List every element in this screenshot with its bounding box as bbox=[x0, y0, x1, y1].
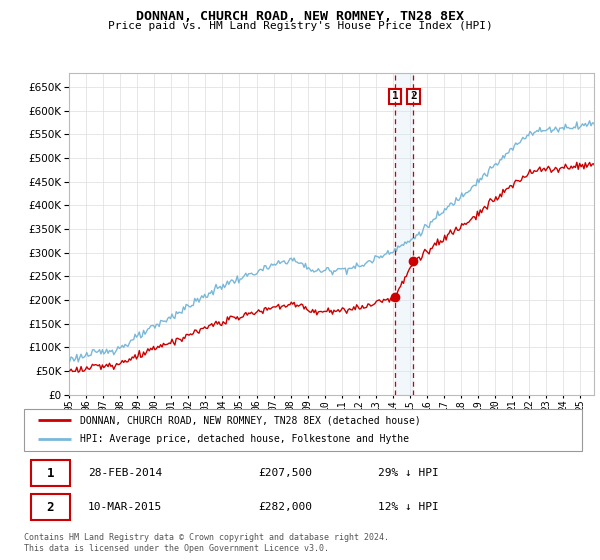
Text: DONNAN, CHURCH ROAD, NEW ROMNEY, TN28 8EX (detached house): DONNAN, CHURCH ROAD, NEW ROMNEY, TN28 8E… bbox=[80, 415, 421, 425]
Text: Price paid vs. HM Land Registry's House Price Index (HPI): Price paid vs. HM Land Registry's House … bbox=[107, 21, 493, 31]
Text: DONNAN, CHURCH ROAD, NEW ROMNEY, TN28 8EX: DONNAN, CHURCH ROAD, NEW ROMNEY, TN28 8E… bbox=[136, 10, 464, 23]
Text: 2: 2 bbox=[46, 501, 54, 514]
Text: Contains HM Land Registry data © Crown copyright and database right 2024.
This d: Contains HM Land Registry data © Crown c… bbox=[24, 533, 389, 553]
Text: 29% ↓ HPI: 29% ↓ HPI bbox=[379, 468, 439, 478]
Text: 1: 1 bbox=[46, 466, 54, 480]
Text: £282,000: £282,000 bbox=[259, 502, 313, 512]
Text: £207,500: £207,500 bbox=[259, 468, 313, 478]
Text: HPI: Average price, detached house, Folkestone and Hythe: HPI: Average price, detached house, Folk… bbox=[80, 435, 409, 445]
FancyBboxPatch shape bbox=[31, 460, 70, 486]
Text: 10-MAR-2015: 10-MAR-2015 bbox=[88, 502, 163, 512]
Text: 1: 1 bbox=[392, 91, 398, 101]
FancyBboxPatch shape bbox=[31, 494, 70, 520]
FancyBboxPatch shape bbox=[24, 409, 582, 451]
Bar bbox=[395, 73, 413, 395]
Text: 2: 2 bbox=[410, 91, 417, 101]
Text: 28-FEB-2014: 28-FEB-2014 bbox=[88, 468, 163, 478]
Text: 12% ↓ HPI: 12% ↓ HPI bbox=[379, 502, 439, 512]
